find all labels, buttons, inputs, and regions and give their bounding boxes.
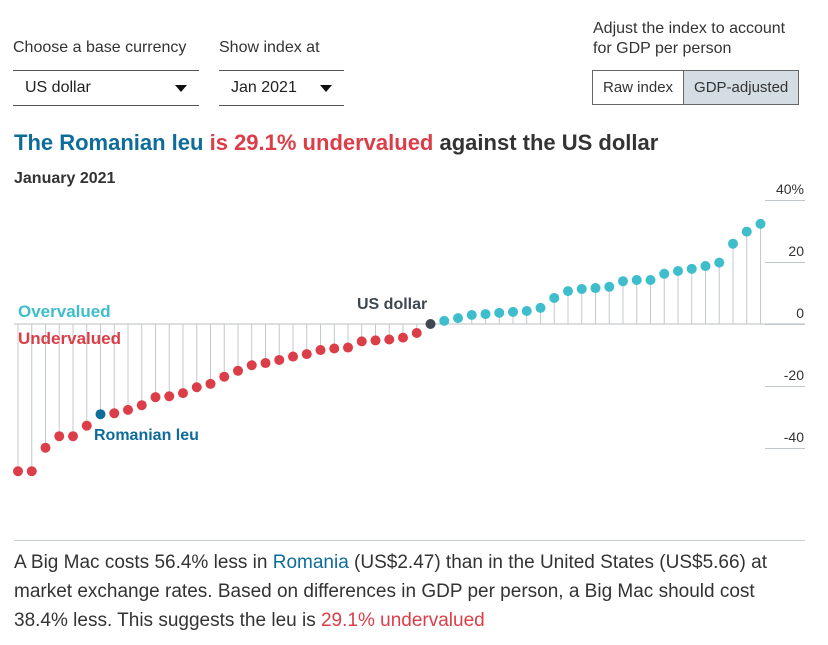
data-point[interactable]	[466, 310, 477, 321]
y-gridline	[765, 386, 805, 387]
chart-subtitle: January 2021	[14, 170, 116, 187]
headline: The Romanian leu is 29.1% undervalued ag…	[14, 130, 658, 156]
description-part1: A Big Mac costs 56.4% less in	[14, 552, 273, 573]
data-point[interactable]	[26, 466, 37, 477]
data-point[interactable]	[123, 404, 133, 415]
base-currency-value: US dollar	[25, 79, 91, 96]
valuation-chart	[13, 218, 805, 477]
data-point[interactable]	[288, 351, 298, 362]
data-point[interactable]	[535, 302, 546, 313]
data-point[interactable]	[370, 335, 381, 346]
description-part2: (US$2.47) than in the United States (US$…	[14, 552, 768, 631]
data-point[interactable]	[219, 371, 230, 382]
description: A Big Mac costs 56.4% less in Romania (U…	[14, 548, 794, 635]
overvalued-label: Overvalued	[18, 302, 111, 321]
description-country: Romania	[272, 552, 349, 573]
data-point[interactable]	[521, 305, 532, 316]
y-tick-label: 0	[796, 305, 804, 321]
adjust-label-line1: Adjust the index to account	[593, 20, 786, 37]
data-point[interactable]	[329, 343, 340, 354]
data-point[interactable]	[205, 378, 216, 389]
base-currency-annotation: US dollar	[357, 296, 428, 313]
data-point[interactable]	[728, 238, 738, 249]
highlight-currency-annotation: Romanian leu	[94, 427, 199, 444]
y-gridline	[765, 448, 805, 449]
data-point[interactable]	[191, 382, 202, 393]
data-point[interactable]	[563, 286, 573, 297]
data-point[interactable]	[40, 442, 51, 453]
y-gridline	[765, 324, 805, 325]
data-point[interactable]	[755, 218, 766, 229]
divider	[14, 540, 805, 541]
data-point[interactable]	[246, 360, 257, 371]
y-tick-label: 20	[788, 243, 804, 259]
y-tick-label: -40	[783, 429, 804, 445]
data-point[interactable]	[494, 307, 505, 318]
data-point[interactable]	[700, 261, 711, 272]
data-point[interactable]	[590, 283, 601, 294]
index-mode-toggle[interactable]: Raw index GDP-adjusted	[592, 70, 800, 105]
headline-against: against the US dollar	[439, 130, 659, 155]
data-point[interactable]	[741, 226, 752, 237]
data-point[interactable]	[81, 420, 92, 431]
data-point[interactable]	[673, 265, 683, 276]
data-point[interactable]	[576, 283, 587, 294]
data-point[interactable]	[398, 332, 408, 343]
data-point[interactable]	[714, 257, 725, 268]
data-point[interactable]	[411, 327, 422, 338]
base-currency-label: Choose a base currency	[13, 39, 187, 56]
data-point[interactable]	[659, 268, 670, 279]
data-point[interactable]	[260, 358, 271, 369]
adjust-label-line2: for GDP per person	[593, 40, 732, 57]
description-valuation: 29.1% undervalued	[320, 610, 485, 631]
data-point-highlight[interactable]	[95, 409, 106, 420]
data-point[interactable]	[150, 392, 161, 403]
data-point[interactable]	[453, 313, 463, 324]
raw-index-button[interactable]: Raw index	[603, 79, 674, 96]
data-point[interactable]	[68, 431, 78, 442]
data-point[interactable]	[604, 281, 615, 292]
headline-currency: The Romanian leu	[14, 130, 204, 155]
data-point[interactable]	[233, 365, 243, 376]
data-point[interactable]	[54, 431, 65, 442]
data-point[interactable]	[480, 309, 491, 320]
data-point[interactable]	[549, 292, 560, 303]
chevron-down-icon	[175, 84, 187, 92]
adjust-label: Adjust the index to account for GDP per …	[593, 19, 785, 59]
data-point[interactable]	[13, 466, 23, 477]
data-point[interactable]	[645, 274, 656, 285]
data-point[interactable]	[164, 391, 175, 402]
headline-valuation: is 29.1% undervalued	[209, 130, 434, 155]
y-gridline	[765, 200, 805, 201]
base-currency-select[interactable]: US dollar	[13, 70, 199, 106]
data-point[interactable]	[301, 349, 312, 360]
y-tick-label: -20	[783, 367, 804, 383]
data-point[interactable]	[508, 306, 518, 317]
undervalued-label: Undervalued	[18, 329, 121, 348]
data-point[interactable]	[439, 315, 450, 326]
gdp-adjusted-button[interactable]: GDP-adjusted	[683, 71, 799, 104]
date-value: Jan 2021	[231, 79, 297, 96]
data-point[interactable]	[109, 408, 120, 419]
data-point-base[interactable]	[425, 319, 436, 329]
data-point[interactable]	[343, 342, 353, 353]
data-point[interactable]	[686, 263, 697, 274]
data-point[interactable]	[618, 276, 628, 287]
data-point[interactable]	[315, 345, 326, 356]
data-point[interactable]	[136, 400, 147, 411]
chevron-down-icon	[320, 84, 332, 92]
data-point[interactable]	[356, 336, 367, 347]
y-gridline	[765, 262, 805, 263]
y-tick-label: 40%	[775, 181, 804, 197]
date-select[interactable]: Jan 2021	[219, 70, 344, 106]
data-point[interactable]	[631, 274, 642, 285]
date-label: Show index at	[219, 39, 320, 56]
data-point[interactable]	[274, 354, 285, 365]
data-point[interactable]	[384, 334, 395, 345]
data-point[interactable]	[178, 388, 188, 399]
